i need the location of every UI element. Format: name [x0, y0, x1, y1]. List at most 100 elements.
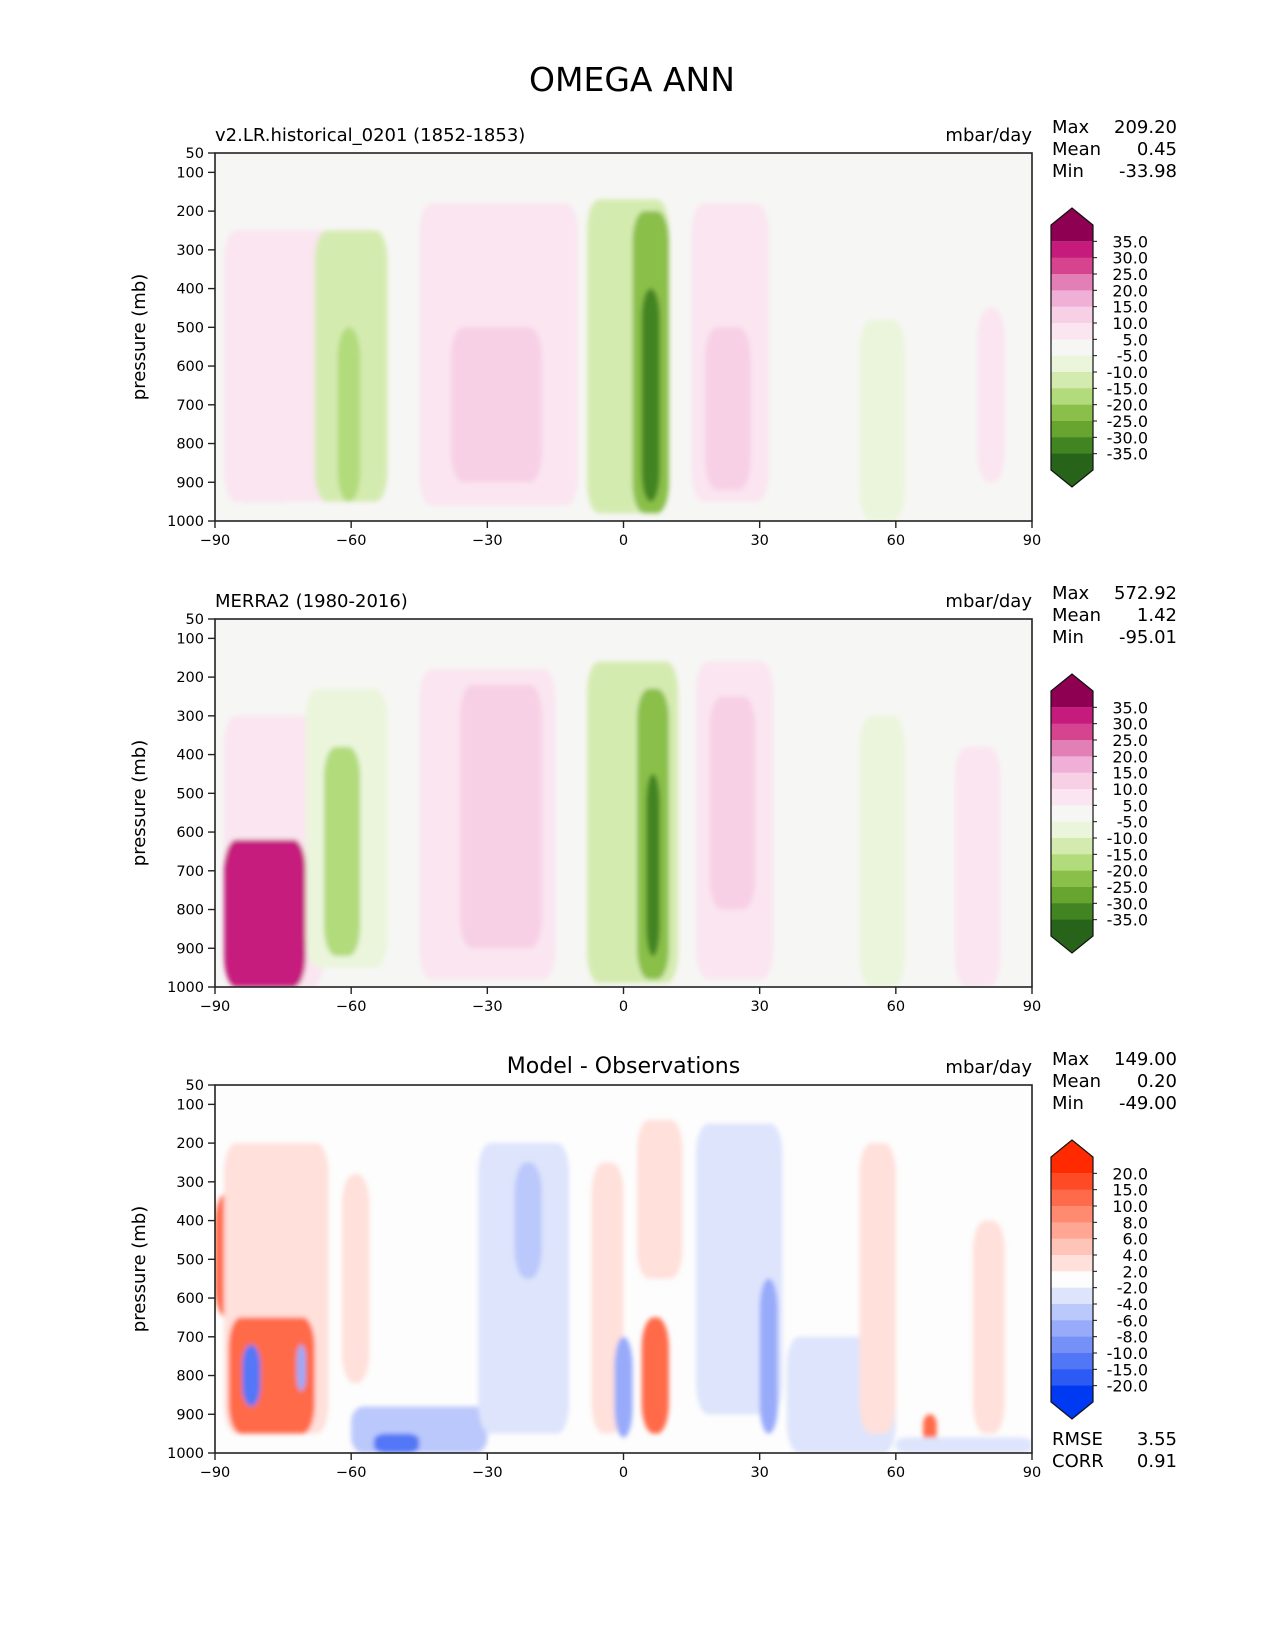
y-tick-label: 50 — [186, 1078, 204, 1094]
stat-label: Min — [1052, 1093, 1084, 1114]
stat-value: 0.91 — [1137, 1451, 1177, 1472]
stat-value: 0.45 — [1137, 139, 1177, 160]
stat-label: Min — [1052, 161, 1084, 182]
colorbar-extend-min — [1051, 919, 1093, 953]
y-tick-label: 400 — [176, 282, 204, 298]
y-tick-label: 100 — [176, 631, 204, 647]
colorbar-swatch — [1051, 789, 1093, 806]
colorbar-tick-label: 20.0 — [1112, 281, 1148, 300]
colorbar-extend-max — [1051, 208, 1093, 242]
x-tick-label: −90 — [200, 533, 231, 549]
contour-region — [641, 1317, 669, 1434]
colorbar-tick-label: 2.0 — [1123, 1262, 1148, 1281]
stat-value: -33.98 — [1119, 161, 1177, 182]
colorbar-swatch — [1051, 903, 1093, 921]
colorbar-tick-label: 8.0 — [1123, 1213, 1148, 1232]
contour-region — [705, 327, 751, 491]
y-tick-label: 1000 — [167, 514, 204, 530]
x-tick-label: 90 — [1023, 1465, 1041, 1481]
colorbar-outline — [1050, 673, 1094, 954]
colorbar-swatch — [1051, 372, 1093, 389]
colorbar-swatch — [1051, 1173, 1093, 1191]
x-tick-label: −60 — [336, 999, 367, 1015]
y-tick-label: 700 — [176, 864, 204, 880]
colorbar-tick-label: -20.0 — [1107, 396, 1148, 415]
colorbar-tick-label: -35.0 — [1107, 445, 1148, 464]
colorbar-swatch — [1051, 1222, 1093, 1240]
colorbar-swatch — [1051, 1353, 1093, 1370]
colorbar-tick-label: -2.0 — [1117, 1279, 1148, 1298]
x-tick-label: 0 — [619, 1465, 628, 1481]
x-tick-label: −30 — [472, 533, 503, 549]
colorbar-swatch — [1051, 241, 1093, 259]
colorbar-tick-label: -15.0 — [1107, 1360, 1148, 1379]
stat-value: -49.00 — [1119, 1093, 1177, 1114]
x-tick-label: 60 — [887, 999, 905, 1015]
contour-region — [859, 319, 905, 521]
colorbar-extend-min — [1051, 453, 1093, 487]
y-tick-label: 800 — [176, 437, 204, 453]
contour-region — [460, 684, 542, 949]
x-tick-label: 60 — [887, 533, 905, 549]
colorbar-swatch — [1051, 404, 1093, 422]
stat-label: Mean — [1052, 605, 1101, 626]
contour-region — [451, 327, 542, 483]
contour-region — [859, 1143, 896, 1434]
colorbar-swatch — [1051, 306, 1093, 324]
colorbar-swatch — [1051, 421, 1093, 438]
colorbar-swatch — [1051, 1304, 1093, 1321]
colorbar-swatch — [1051, 887, 1093, 904]
contour-fills — [224, 199, 1005, 521]
y-tick-label: 700 — [176, 1330, 204, 1346]
colorbar-tick-label: 15.0 — [1112, 764, 1148, 783]
colorbar-extend-max — [1051, 674, 1093, 708]
colorbar-tick-label: 25.0 — [1112, 731, 1148, 750]
colorbar-swatch — [1051, 854, 1093, 872]
colorbar-swatch — [1051, 1206, 1093, 1223]
stat-value: 1.42 — [1137, 605, 1177, 626]
stat-label: RMSE — [1052, 1429, 1103, 1450]
units-label: mbar/day — [945, 591, 1032, 612]
contour-fill-group — [215, 1119, 1032, 1453]
y-tick-label: 200 — [176, 204, 204, 220]
colorbar-swatch — [1051, 1255, 1093, 1272]
colorbar-tick-label: 10.0 — [1112, 780, 1148, 799]
colorbar-swatch — [1051, 821, 1093, 839]
contour-region — [242, 1344, 261, 1407]
y-tick-label: 400 — [176, 1214, 204, 1230]
colorbar-tick-label: 30.0 — [1112, 249, 1148, 268]
colorbar-swatch — [1051, 723, 1093, 741]
contour-region — [709, 696, 756, 910]
y-tick-label: 200 — [176, 670, 204, 686]
x-tick-label: −30 — [472, 999, 503, 1015]
y-tick-label: 100 — [176, 165, 204, 181]
panel-title: v2.LR.historical_0201 (1852-1853) — [215, 125, 525, 146]
colorbar-tick-label: 20.0 — [1112, 1164, 1148, 1183]
colorbar-tick-label: 6.0 — [1123, 1230, 1148, 1249]
y-tick-label: 50 — [186, 146, 204, 162]
contour-region — [373, 1433, 420, 1453]
x-tick-label: 30 — [750, 533, 768, 549]
colorbar-tick-label: 35.0 — [1112, 698, 1148, 717]
contour-region — [323, 746, 361, 957]
y-tick-label: 500 — [176, 1252, 204, 1268]
colorbar-swatch — [1051, 1369, 1093, 1387]
x-tick-label: 30 — [750, 999, 768, 1015]
contour-region — [895, 1437, 1032, 1453]
colorbar-swatch — [1051, 870, 1093, 888]
contour-region — [478, 1143, 570, 1434]
x-tick-label: −60 — [336, 533, 367, 549]
y-tick-label: 1000 — [167, 1446, 204, 1462]
x-tick-label: −90 — [200, 999, 231, 1015]
colorbar-tick-label: 10.0 — [1112, 314, 1148, 333]
colorbar-swatch — [1051, 339, 1093, 357]
stat-label: Max — [1052, 1049, 1090, 1070]
y-tick-label: 50 — [186, 612, 204, 628]
colorbar-extend-max — [1051, 1140, 1093, 1174]
y-tick-label: 900 — [176, 941, 204, 957]
colorbar-tick-label: -8.0 — [1117, 1328, 1148, 1347]
